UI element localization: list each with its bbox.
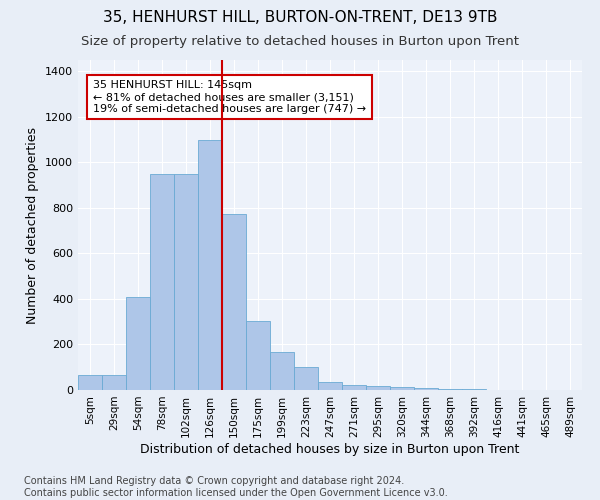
Bar (390, 388, 414, 390)
Text: Size of property relative to detached houses in Burton upon Trent: Size of property relative to detached ho… (81, 35, 519, 48)
Bar (294, 367, 318, 390)
Bar (414, 388, 438, 390)
Bar (198, 140, 222, 390)
Bar (222, 214, 246, 390)
Bar (438, 389, 462, 390)
Bar (270, 352, 294, 390)
X-axis label: Distribution of detached houses by size in Burton upon Trent: Distribution of detached houses by size … (140, 442, 520, 456)
Bar (246, 320, 270, 390)
Text: Contains HM Land Registry data © Crown copyright and database right 2024.
Contai: Contains HM Land Registry data © Crown c… (24, 476, 448, 498)
Bar (102, 375, 126, 390)
Bar (126, 296, 150, 390)
Bar (342, 386, 366, 390)
Bar (174, 174, 198, 390)
Bar (366, 386, 390, 390)
Text: 35, HENHURST HILL, BURTON-ON-TRENT, DE13 9TB: 35, HENHURST HILL, BURTON-ON-TRENT, DE13… (103, 10, 497, 25)
Bar (78, 375, 102, 390)
Bar (318, 382, 342, 390)
Text: 35 HENHURST HILL: 145sqm
← 81% of detached houses are smaller (3,151)
19% of sem: 35 HENHURST HILL: 145sqm ← 81% of detach… (93, 80, 366, 114)
Bar (150, 174, 174, 390)
Y-axis label: Number of detached properties: Number of detached properties (26, 126, 40, 324)
